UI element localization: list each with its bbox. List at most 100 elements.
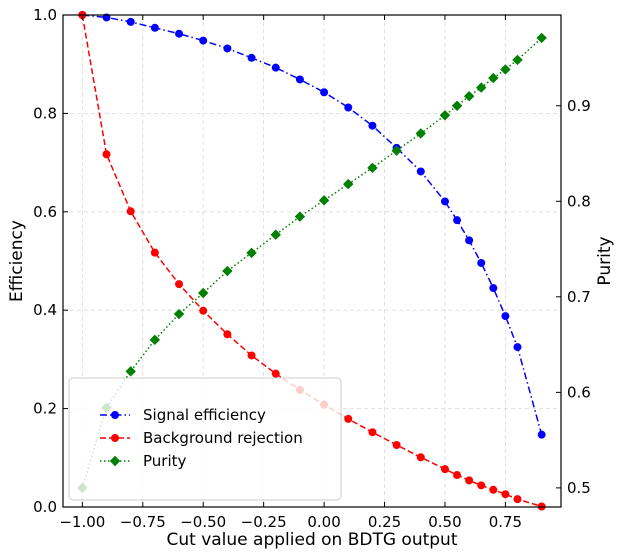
legend-marker [111,411,119,419]
data-point [453,216,462,225]
x-tick-label: −0.50 [180,513,226,531]
data-point [175,29,184,38]
data-point [126,207,135,216]
y2-tick-label: 0.6 [567,383,591,401]
y-axis-label: Efficiency [7,220,27,302]
data-point [465,236,474,245]
series-layer [77,11,547,511]
data-point [173,308,185,320]
data-point [198,287,209,299]
x-tick-label: 0.75 [489,513,522,531]
data-point [537,430,546,439]
data-point [391,145,402,156]
data-point [343,178,354,190]
data-point [125,366,136,377]
data-point [246,247,257,259]
legend-label: Background rejection [143,429,303,447]
y-tick-label: 1.0 [33,6,57,24]
y-tick-label: 0.0 [33,498,57,516]
x-axis-label: Cut value applied on BDTG output [166,530,457,550]
series-signal-efficiency [78,11,546,439]
legend-marker [109,455,121,467]
y-tick-label: 0.2 [33,400,57,418]
y2-tick-label: 0.8 [567,192,591,210]
legend: Signal efficiency Background rejection Pur… [68,377,342,501]
data-point [489,485,498,494]
legend-item: Purity [100,452,187,470]
plot-frame [62,14,562,508]
data-point [270,229,281,240]
data-point [344,103,353,112]
y-axis-left: 0.0 0.2 0.4 0.6 0.8 1.0 [33,6,68,516]
legend-label: Signal efficiency [143,406,266,424]
data-point [175,280,184,289]
x-tick-label: 0.25 [368,513,401,531]
data-point [367,162,378,174]
y2-tick-label: 0.7 [567,288,591,306]
y-tick-label: 0.8 [33,104,57,122]
data-point [477,258,486,267]
data-point [368,428,377,437]
y2-tick-label: 0.9 [567,97,591,115]
data-point [512,54,523,66]
data-point [344,414,353,423]
x-tick-label: 0.00 [307,513,340,531]
data-point [489,284,498,293]
data-point [439,110,451,121]
data-point [199,306,208,315]
data-point [501,490,510,499]
legend-marker [111,434,119,442]
data-point [149,334,161,346]
data-point [294,211,306,222]
data-point [392,441,401,450]
data-point [488,72,499,84]
y-axis-right: 0.5 0.6 0.7 0.8 0.9 [556,97,591,497]
legend-label: Purity [143,452,187,470]
data-point [513,343,522,352]
x-tick-label: −0.75 [120,513,166,531]
y-tick-label: 0.6 [33,203,57,221]
data-point [463,91,475,102]
data-point [465,476,474,485]
series-background-rejection [78,11,546,511]
data-point [223,330,232,339]
data-point [513,495,522,504]
data-point [501,312,510,321]
data-point [295,75,304,84]
data-point [271,63,280,72]
data-point [440,465,449,474]
y-tick-label: 0.4 [33,301,57,319]
data-point [150,248,159,257]
y2-axis-label: Purity [595,236,615,285]
data-point [415,128,426,139]
data-point [223,44,232,53]
data-point [476,82,487,93]
x-tick-label: −1.00 [59,513,105,531]
data-point [440,197,449,206]
legend-item: Signal efficiency [100,406,266,424]
legend-box [68,377,342,501]
data-point [320,88,329,97]
data-point [247,351,256,360]
legend-item: Background rejection [100,429,303,447]
data-point [536,32,547,44]
data-point [271,369,280,378]
data-point [247,53,256,62]
data-point [477,481,486,490]
data-point [416,453,425,462]
data-point [318,195,330,206]
data-point [199,36,208,45]
data-point [368,121,377,130]
data-point [126,17,135,26]
data-point [150,23,159,32]
data-point [453,471,462,480]
data-point [500,64,511,75]
x-tick-label: 0.50 [428,513,461,531]
y2-tick-label: 0.5 [567,479,591,497]
data-point [416,167,425,176]
x-tick-label: −0.25 [241,513,287,531]
data-point [451,100,463,111]
x-axis: −1.00 −0.75 −0.50 −0.25 0.00 0.25 0.50 0.75 [59,15,522,531]
data-point [102,150,111,159]
